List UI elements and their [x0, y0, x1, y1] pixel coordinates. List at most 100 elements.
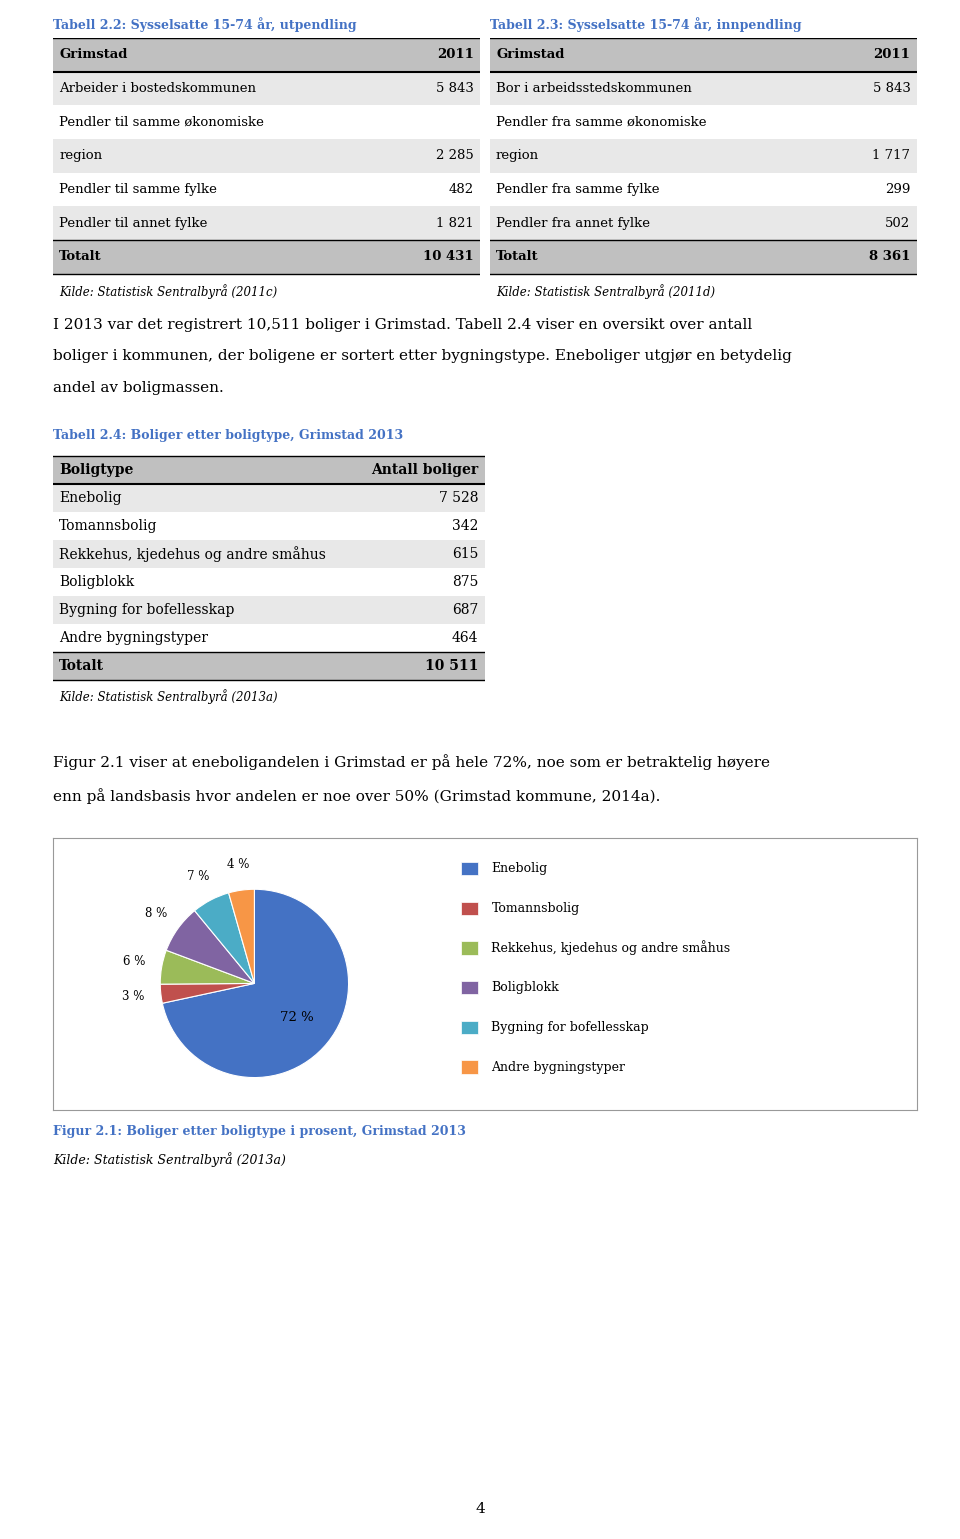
Text: 8 %: 8 %: [145, 906, 168, 920]
Bar: [490, 72, 917, 105]
Text: Enebolig: Enebolig: [60, 491, 122, 505]
Wedge shape: [166, 911, 254, 983]
Text: andel av boligmassen.: andel av boligmassen.: [53, 380, 224, 394]
Text: 8 361: 8 361: [869, 251, 910, 263]
Text: Arbeider i bostedskommunen: Arbeider i bostedskommunen: [60, 82, 256, 95]
Text: 875: 875: [452, 574, 478, 588]
Bar: [53, 139, 480, 172]
Text: Figur 2.1 viser at eneboligandelen i Grimstad er på hele 72%, noe som er betrakt: Figur 2.1 viser at eneboligandelen i Gri…: [53, 754, 770, 770]
Text: Tabell 2.4: Boliger etter boligtype, Grimstad 2013: Tabell 2.4: Boliger etter boligtype, Gri…: [53, 429, 403, 443]
Bar: [490, 38, 917, 72]
Bar: [53, 72, 480, 105]
Text: 2011: 2011: [874, 48, 910, 62]
Text: Totalt: Totalt: [496, 251, 539, 263]
Text: 464: 464: [452, 631, 478, 645]
Text: Antall boliger: Antall boliger: [372, 463, 478, 477]
Bar: [490, 172, 917, 206]
Text: Tomannsbolig: Tomannsbolig: [492, 902, 580, 914]
Text: Grimstad: Grimstad: [496, 48, 564, 62]
Text: 3 %: 3 %: [122, 991, 144, 1003]
Text: 1 717: 1 717: [873, 149, 910, 163]
Bar: [490, 206, 917, 240]
Text: Boligblokk: Boligblokk: [492, 982, 559, 994]
Text: boliger i kommunen, der boligene er sortert etter bygningstype. Eneboliger utgjø: boliger i kommunen, der boligene er sort…: [53, 349, 792, 363]
Text: Totalt: Totalt: [60, 251, 102, 263]
Text: Rekkehus, kjedehus og andre småhus: Rekkehus, kjedehus og andre småhus: [492, 940, 731, 956]
Bar: [461, 862, 478, 876]
Text: I 2013 var det registrert 10,511 boliger i Grimstad. Tabell 2.4 viser en oversik: I 2013 var det registrert 10,511 boliger…: [53, 319, 752, 332]
Text: 7 %: 7 %: [187, 870, 209, 883]
Text: Tomannsbolig: Tomannsbolig: [60, 519, 157, 532]
Text: Bygning for bofellesskap: Bygning for bofellesskap: [60, 603, 234, 617]
Bar: [53, 240, 480, 274]
Wedge shape: [195, 893, 254, 983]
Text: 482: 482: [448, 183, 473, 195]
Text: enn på landsbasis hvor andelen er noe over 50% (Grimstad kommune, 2014a).: enn på landsbasis hvor andelen er noe ov…: [53, 788, 660, 805]
Text: Kilde: Statistisk Sentralbyrå (2013a): Kilde: Statistisk Sentralbyrå (2013a): [53, 1153, 286, 1168]
Bar: [461, 1020, 478, 1034]
Text: 7 528: 7 528: [439, 491, 478, 505]
Bar: [53, 540, 485, 568]
Text: Kilde: Statistisk Sentralbyrå (2011d): Kilde: Statistisk Sentralbyrå (2011d): [496, 285, 715, 300]
Bar: [53, 483, 485, 511]
Text: 615: 615: [452, 546, 478, 560]
Wedge shape: [160, 983, 254, 1003]
Text: 10 511: 10 511: [425, 659, 478, 673]
Text: Figur 2.1: Boliger etter boligtype i prosent, Grimstad 2013: Figur 2.1: Boliger etter boligtype i pro…: [53, 1125, 466, 1139]
Wedge shape: [228, 890, 254, 983]
Bar: [53, 511, 485, 540]
Bar: [53, 105, 480, 139]
Text: Andre bygningstyper: Andre bygningstyper: [60, 631, 208, 645]
Wedge shape: [160, 950, 254, 983]
Bar: [53, 596, 485, 623]
Text: Bygning for bofellesskap: Bygning for bofellesskap: [492, 1020, 649, 1034]
Bar: [53, 172, 480, 206]
Text: 2 285: 2 285: [436, 149, 473, 163]
Text: 299: 299: [885, 183, 910, 195]
Text: 2011: 2011: [437, 48, 473, 62]
Text: Boligblokk: Boligblokk: [60, 574, 134, 588]
Text: Grimstad: Grimstad: [60, 48, 128, 62]
Text: Pendler til annet fylke: Pendler til annet fylke: [60, 217, 207, 229]
Text: Bor i arbeidsstedskommunen: Bor i arbeidsstedskommunen: [496, 82, 692, 95]
Text: 5 843: 5 843: [873, 82, 910, 95]
Text: Kilde: Statistisk Sentralbyrå (2013a): Kilde: Statistisk Sentralbyrå (2013a): [60, 689, 277, 705]
Text: 4 %: 4 %: [227, 857, 249, 871]
Text: 6 %: 6 %: [123, 956, 145, 968]
Bar: [490, 105, 917, 139]
Text: 342: 342: [452, 519, 478, 532]
Bar: [461, 980, 478, 994]
Text: 10 431: 10 431: [423, 251, 473, 263]
Text: Enebolig: Enebolig: [492, 862, 547, 876]
Text: 5 843: 5 843: [436, 82, 473, 95]
Text: Totalt: Totalt: [60, 659, 105, 673]
Bar: [490, 240, 917, 274]
Text: Pendler fra annet fylke: Pendler fra annet fylke: [496, 217, 650, 229]
Text: Tabell 2.2: Sysselsatte 15-74 år, utpendling: Tabell 2.2: Sysselsatte 15-74 år, utpend…: [53, 17, 356, 32]
Text: Pendler til samme fylke: Pendler til samme fylke: [60, 183, 217, 195]
Text: Andre bygningstyper: Andre bygningstyper: [492, 1060, 625, 1074]
Bar: [490, 139, 917, 172]
Text: Rekkehus, kjedehus og andre småhus: Rekkehus, kjedehus og andre småhus: [60, 546, 326, 562]
Bar: [53, 206, 480, 240]
Bar: [53, 568, 485, 596]
Wedge shape: [162, 890, 348, 1077]
Text: 72 %: 72 %: [280, 1011, 314, 1025]
Text: Pendler til samme økonomiske: Pendler til samme økonomiske: [60, 115, 264, 129]
Bar: [53, 623, 485, 651]
Bar: [53, 38, 480, 72]
Text: region: region: [496, 149, 540, 163]
Text: region: region: [60, 149, 103, 163]
Bar: [53, 651, 485, 680]
Bar: [461, 902, 478, 916]
Bar: [53, 456, 485, 483]
Text: 4: 4: [475, 1502, 485, 1516]
Text: 1 821: 1 821: [436, 217, 473, 229]
Bar: [461, 942, 478, 954]
Text: Boligtype: Boligtype: [60, 463, 133, 477]
Text: 687: 687: [452, 603, 478, 617]
Text: Pendler fra samme fylke: Pendler fra samme fylke: [496, 183, 660, 195]
Bar: [461, 1060, 478, 1074]
Text: Pendler fra samme økonomiske: Pendler fra samme økonomiske: [496, 115, 707, 129]
Text: Kilde: Statistisk Sentralbyrå (2011c): Kilde: Statistisk Sentralbyrå (2011c): [60, 285, 277, 300]
